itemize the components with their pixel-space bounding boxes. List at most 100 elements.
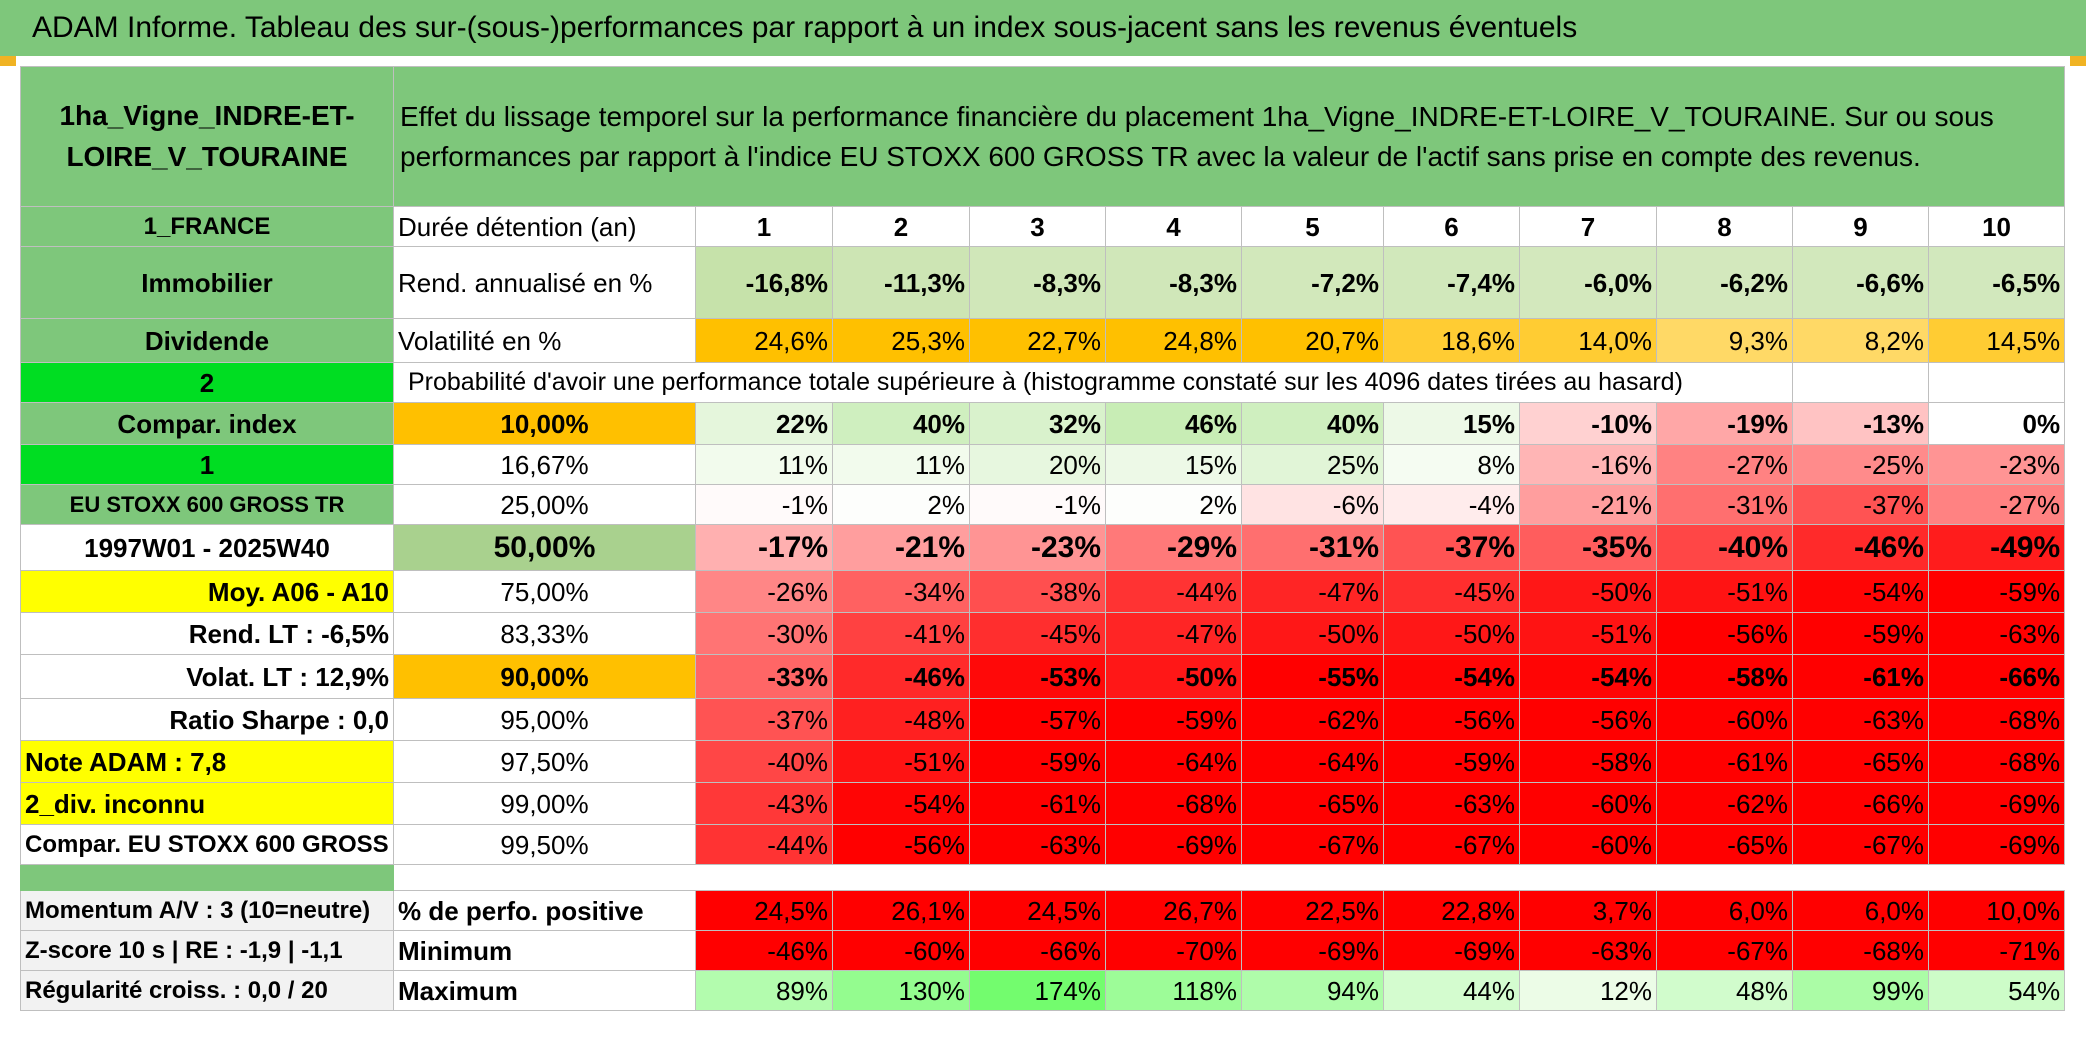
percentile-value: -69% bbox=[1927, 782, 2066, 825]
percentile-label: 10,00% bbox=[393, 402, 696, 445]
maximum-value: 99% bbox=[1792, 970, 1929, 1011]
rend-value: -7,4% bbox=[1383, 246, 1520, 319]
year-header: 2 bbox=[832, 206, 970, 247]
volat-value: 20,7% bbox=[1241, 318, 1384, 363]
report-title: ADAM Informe. Tableau des sur-(sous-)per… bbox=[0, 0, 2086, 56]
percentile-row: Note ADAM : 7,8 97,50% -40% -51% -59% -64% -64… bbox=[20, 740, 2066, 783]
percentile-row: Rend. LT : -6,5% 83,33% -30% -41% -45% -47% -5… bbox=[20, 612, 2066, 655]
maximum-label: Maximum bbox=[393, 970, 696, 1011]
percentile-value: -64% bbox=[1241, 740, 1384, 783]
percentile-value: -67% bbox=[1241, 824, 1384, 865]
percentile-row: Compar. index 10,00% 22% 40% 32% 46% 40% 15% -10… bbox=[20, 402, 2066, 445]
volat-value: 25,3% bbox=[832, 318, 970, 363]
volat-value: 8,2% bbox=[1792, 318, 1929, 363]
percentile-value: -45% bbox=[1383, 570, 1520, 613]
percentile-value: -38% bbox=[969, 570, 1106, 613]
period-cell: 1997W01 - 2025W40 bbox=[20, 524, 394, 571]
percentile-value: -59% bbox=[1792, 612, 1929, 655]
percentile-value: -61% bbox=[969, 782, 1106, 825]
rend-value: -16,8% bbox=[695, 246, 833, 319]
percentile-value: -41% bbox=[832, 612, 970, 655]
percentile-value: 11% bbox=[832, 444, 970, 485]
duree-label: Durée détention (an) bbox=[393, 206, 696, 247]
percentile-value: -51% bbox=[832, 740, 970, 783]
proba-row: 2 Probabilité d'avoir une performance to… bbox=[20, 362, 2066, 403]
percentile-value: -63% bbox=[1927, 612, 2066, 655]
percentile-value: -55% bbox=[1241, 654, 1384, 699]
country-cell: 1_FRANCE bbox=[20, 206, 394, 247]
minimum-value: -69% bbox=[1241, 930, 1384, 971]
percentile-label: 97,50% bbox=[393, 740, 696, 783]
percentile-value: -54% bbox=[1792, 570, 1929, 613]
rend-value: -7,2% bbox=[1241, 246, 1384, 319]
rend-value: -6,5% bbox=[1927, 246, 2066, 319]
number-1-cell: 1 bbox=[20, 444, 394, 485]
rend-value: -6,2% bbox=[1656, 246, 1793, 319]
percentile-value: 25% bbox=[1241, 444, 1384, 485]
percentile-value: -44% bbox=[695, 824, 833, 865]
percentile-value: -59% bbox=[1927, 570, 2066, 613]
percentile-value: -17% bbox=[695, 524, 833, 571]
maximum-value: 44% bbox=[1383, 970, 1520, 1011]
percentile-value: 0% bbox=[1927, 402, 2066, 445]
percentile-value: 40% bbox=[832, 402, 970, 445]
header-row: 1ha_Vigne_INDRE-ET-LOIRE_V_TOURAINE Effe… bbox=[20, 66, 2066, 207]
percentile-value: 2% bbox=[832, 484, 970, 525]
percentile-value: -63% bbox=[1383, 782, 1520, 825]
percentile-value: -43% bbox=[695, 782, 833, 825]
percentile-value: -48% bbox=[832, 698, 970, 741]
rend-value: -11,3% bbox=[832, 246, 970, 319]
percentile-value: -37% bbox=[1383, 524, 1520, 571]
percentile-label: 99,50% bbox=[393, 824, 696, 865]
percentile-value: -1% bbox=[695, 484, 833, 525]
separator-green bbox=[20, 864, 394, 891]
percentile-value: -34% bbox=[832, 570, 970, 613]
percentile-value: -62% bbox=[1241, 698, 1384, 741]
percentile-value: -66% bbox=[1927, 654, 2066, 699]
volat-value: 14,5% bbox=[1927, 318, 2066, 363]
minimum-value: -66% bbox=[969, 930, 1106, 971]
percentile-row: Ratio Sharpe : 0,0 95,00% -37% -48% -57% -59%… bbox=[20, 698, 2066, 741]
percentile-value: -67% bbox=[1792, 824, 1929, 865]
percentile-value: -51% bbox=[1656, 570, 1793, 613]
percentile-value: -37% bbox=[1792, 484, 1929, 525]
perfo-pos-value: 10,0% bbox=[1927, 890, 2066, 931]
percentile-value: 11% bbox=[695, 444, 833, 485]
percentile-value: -59% bbox=[969, 740, 1106, 783]
percentile-value: -47% bbox=[1105, 612, 1242, 655]
volat-value: 22,7% bbox=[969, 318, 1106, 363]
percentile-value: -4% bbox=[1383, 484, 1520, 525]
percentile-value: -40% bbox=[695, 740, 833, 783]
rend-value: -8,3% bbox=[969, 246, 1106, 319]
percentile-value: -63% bbox=[1792, 698, 1929, 741]
percentile-label: 50,00% bbox=[393, 524, 696, 571]
number-2-cell: 2 bbox=[20, 362, 394, 403]
percentile-row: Volat. LT : 12,9% 90,00% -33% -46% -53% -50% -… bbox=[20, 654, 2066, 699]
minimum-value: -70% bbox=[1105, 930, 1242, 971]
percentile-value: -33% bbox=[695, 654, 833, 699]
year-header: 1 bbox=[695, 206, 833, 247]
percentile-row: 1 16,67% 11% 11% 20% 15% 25% 8% -16% -27% -25% -23% bbox=[20, 444, 2066, 485]
percentile-label: 95,00% bbox=[393, 698, 696, 741]
perfo-pos-left-cell: Momentum A/V : 3 (10=neutre) bbox=[20, 890, 394, 931]
volat-row: Dividende Volatilité en % 24,6% 25,3% 22,7… bbox=[20, 318, 2066, 363]
year-header: 9 bbox=[1792, 206, 1929, 247]
corner-marker bbox=[2070, 56, 2086, 66]
percentile-value: -46% bbox=[832, 654, 970, 699]
percentile-value: -50% bbox=[1241, 612, 1384, 655]
minimum-value: -69% bbox=[1383, 930, 1520, 971]
percentile-value: -53% bbox=[969, 654, 1106, 699]
percentile-value: -50% bbox=[1105, 654, 1242, 699]
percentile-row: 1997W01 - 2025W40 50,00% -17% -21% -23% -29% -… bbox=[20, 524, 2066, 571]
percentile-value: -1% bbox=[969, 484, 1106, 525]
percentile-value: -69% bbox=[1105, 824, 1242, 865]
percentile-value: -40% bbox=[1656, 524, 1793, 571]
percentile-value: -23% bbox=[969, 524, 1106, 571]
percentile-value: -60% bbox=[1519, 824, 1657, 865]
rend-label: Rend. annualisé en % bbox=[393, 246, 696, 319]
percentile-value: -44% bbox=[1105, 570, 1242, 613]
percentile-value: -21% bbox=[1519, 484, 1657, 525]
percentile-value: 40% bbox=[1241, 402, 1384, 445]
perfo-pos-value: 22,5% bbox=[1241, 890, 1384, 931]
